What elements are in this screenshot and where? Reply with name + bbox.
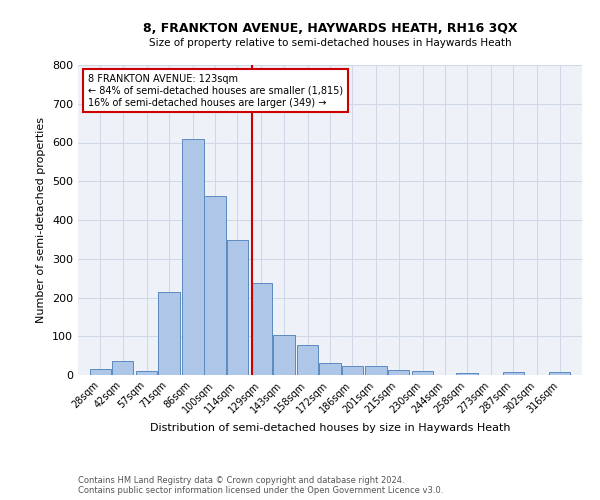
Bar bbox=[136, 371, 157, 375]
Bar bbox=[457, 373, 478, 375]
Bar bbox=[503, 372, 524, 375]
Bar bbox=[341, 366, 363, 375]
Y-axis label: Number of semi-detached properties: Number of semi-detached properties bbox=[37, 117, 46, 323]
Text: 8 FRANKTON AVENUE: 123sqm
← 84% of semi-detached houses are smaller (1,815)
16% : 8 FRANKTON AVENUE: 123sqm ← 84% of semi-… bbox=[88, 74, 343, 108]
Bar bbox=[365, 366, 387, 375]
Bar bbox=[319, 364, 341, 375]
Bar bbox=[297, 345, 319, 375]
Bar bbox=[227, 240, 248, 375]
Bar bbox=[89, 369, 111, 375]
Bar bbox=[112, 360, 133, 375]
Text: Size of property relative to semi-detached houses in Haywards Heath: Size of property relative to semi-detach… bbox=[149, 38, 511, 48]
Bar bbox=[273, 336, 295, 375]
Bar bbox=[388, 370, 409, 375]
Text: Contains public sector information licensed under the Open Government Licence v3: Contains public sector information licen… bbox=[78, 486, 443, 495]
Bar bbox=[251, 283, 272, 375]
Bar bbox=[412, 371, 433, 375]
Bar bbox=[182, 140, 203, 375]
Text: Contains HM Land Registry data © Crown copyright and database right 2024.: Contains HM Land Registry data © Crown c… bbox=[78, 476, 404, 485]
X-axis label: Distribution of semi-detached houses by size in Haywards Heath: Distribution of semi-detached houses by … bbox=[150, 423, 510, 433]
Bar bbox=[549, 372, 571, 375]
Text: 8, FRANKTON AVENUE, HAYWARDS HEATH, RH16 3QX: 8, FRANKTON AVENUE, HAYWARDS HEATH, RH16… bbox=[143, 22, 517, 36]
Bar bbox=[205, 196, 226, 375]
Bar bbox=[158, 292, 179, 375]
